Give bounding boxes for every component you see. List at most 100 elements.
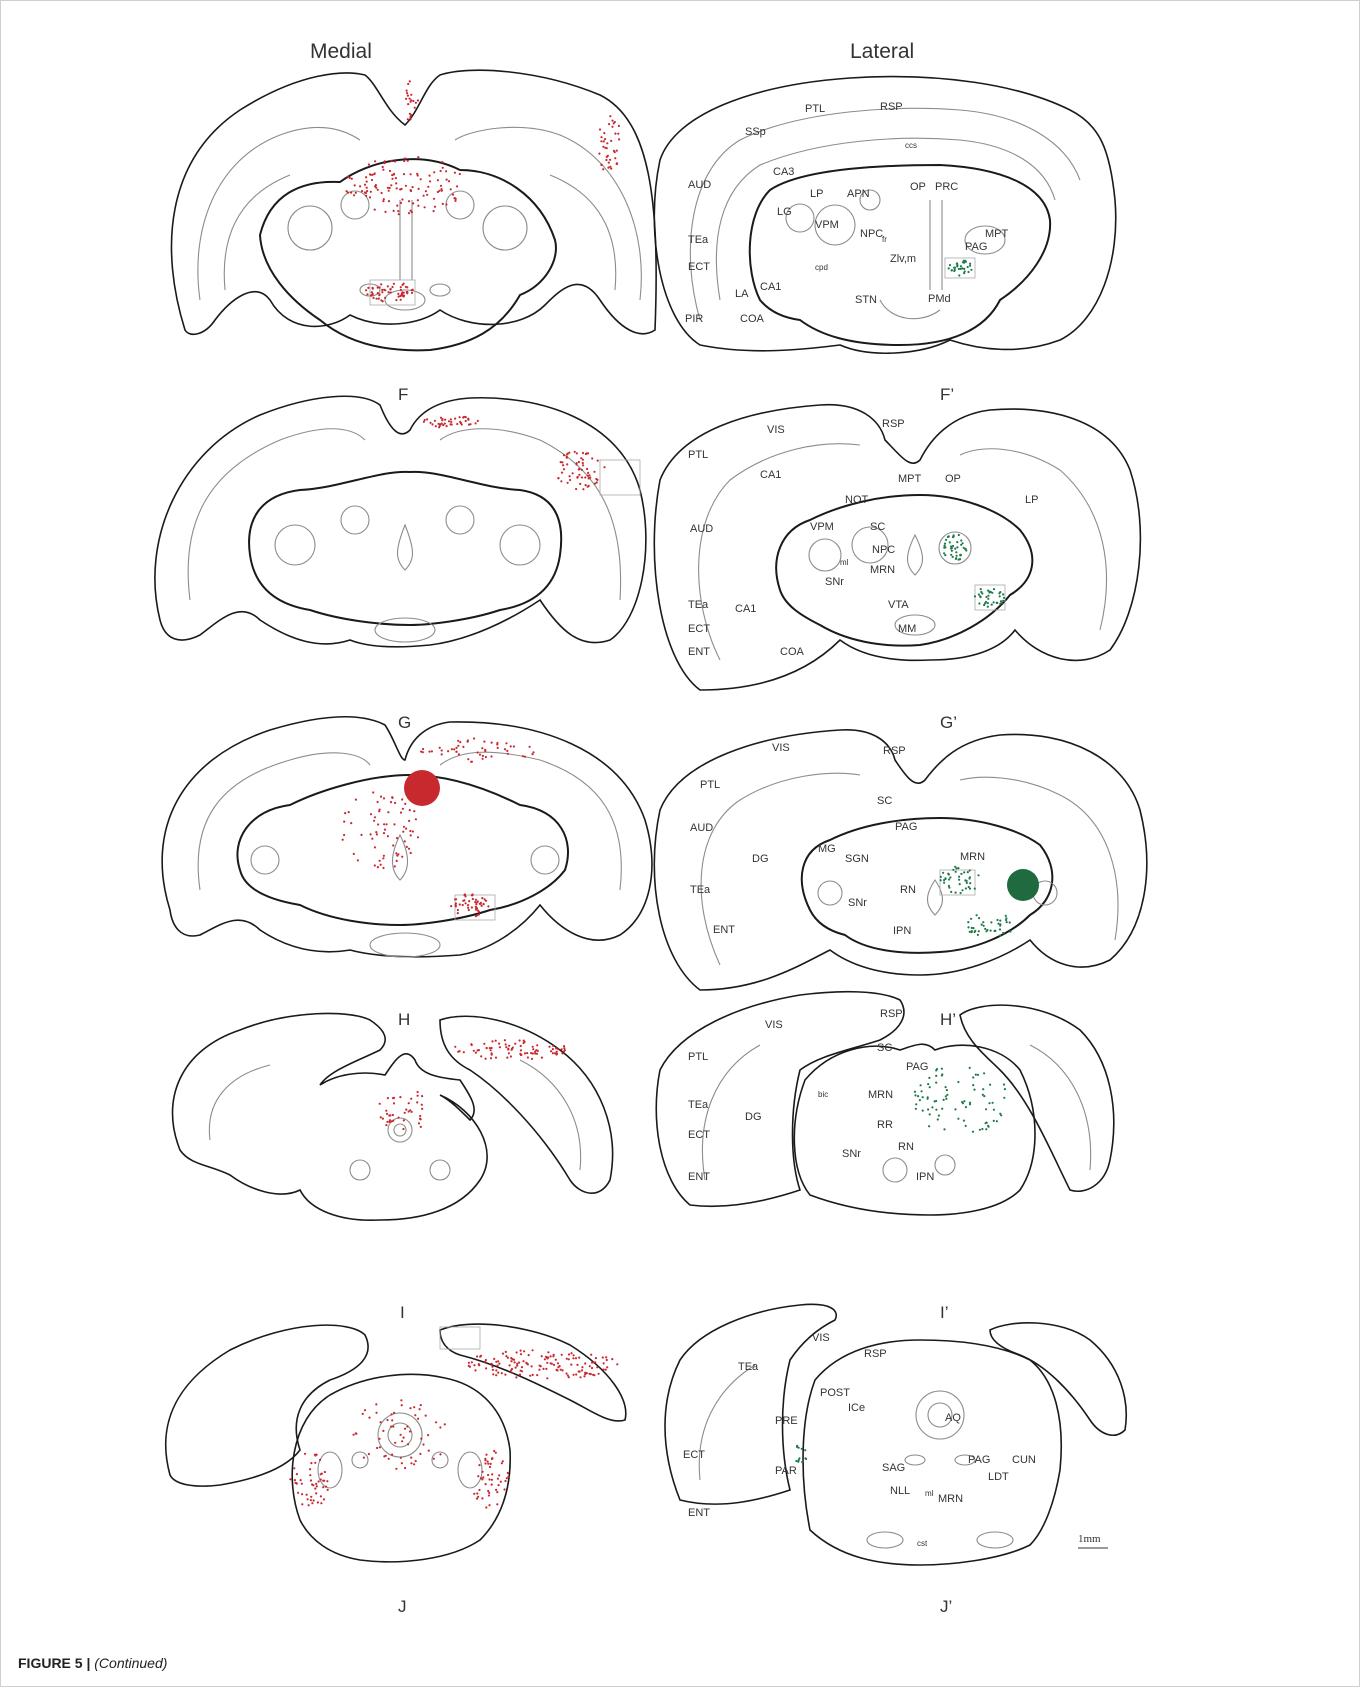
region-label: AUD — [688, 179, 711, 191]
labelled-cells-F-prime — [947, 259, 973, 277]
region-label: ml — [925, 1489, 934, 1498]
region-label: MRN — [938, 1493, 963, 1505]
labelled-cells-J-prime — [795, 1444, 808, 1464]
panel-label-H: H — [398, 1010, 411, 1029]
labelled-cells-H-prime — [939, 865, 1012, 937]
region-label: NLL — [890, 1485, 910, 1497]
region-label: bic — [818, 1090, 828, 1099]
region-label: PAG — [906, 1061, 928, 1073]
section-J-prime — [664, 1303, 1128, 1566]
injection-site-green — [1007, 869, 1039, 901]
region-label: ECT — [688, 261, 710, 273]
region-label: LG — [777, 206, 792, 218]
region-label: MRN — [960, 851, 985, 863]
panel-label-H-prime: H’ — [940, 1010, 957, 1029]
panel-label-J-prime: J’ — [940, 1597, 953, 1616]
section-F — [170, 69, 657, 352]
region-label: VIS — [772, 742, 790, 754]
region-label: MG — [818, 843, 836, 855]
region-label: TEa — [688, 234, 709, 246]
region-labels-J-prime: VIS RSP TEa POST ICe PRE AQ ECT PAG CUN SAG PAR LDT N… — [683, 1332, 1036, 1548]
region-label: LP — [810, 188, 823, 200]
region-label: DG — [745, 1111, 762, 1123]
region-label: TEa — [738, 1361, 759, 1373]
region-label: Zlv,m — [890, 253, 916, 265]
region-label: CA1 — [760, 281, 781, 293]
column-heading-medial: Medial — [310, 40, 372, 63]
region-label: PAG — [968, 1454, 990, 1466]
region-label: PTL — [688, 449, 708, 461]
region-label: IPN — [916, 1171, 934, 1183]
region-label: TEa — [690, 884, 711, 896]
region-label: VIS — [765, 1019, 783, 1031]
region-label: RSP — [883, 745, 906, 757]
region-label: PAG — [895, 821, 917, 833]
panel-label-I: I — [400, 1303, 405, 1322]
region-label: PTL — [700, 779, 720, 791]
region-label: APN — [847, 188, 870, 200]
region-label: fr — [882, 235, 887, 244]
region-label: RSP — [880, 101, 903, 113]
panel-label-F-prime: F’ — [940, 385, 955, 404]
region-label: ECT — [683, 1449, 705, 1461]
region-label: ECT — [688, 1129, 710, 1141]
region-label: SC — [870, 521, 885, 533]
region-label: ENT — [688, 646, 710, 658]
region-label: ccs — [905, 141, 917, 150]
region-labels-H-prime: VIS RSP PTL SC AUD PAG MG SGN DG MRN TEa RN SNr IPN EN… — [690, 742, 985, 937]
region-label: OP — [945, 473, 961, 485]
caption-continued: (Continued) — [94, 1655, 168, 1671]
region-label: VPM — [810, 521, 834, 533]
region-label: LDT — [988, 1471, 1009, 1483]
region-labels-G-prime: VIS RSP PTL CA1 MPT OP NOT LP AUD SC VPM NPC ml MRN SN… — [688, 418, 1038, 658]
labelled-cells-I-prime — [913, 1066, 1007, 1133]
region-label: PAG — [965, 241, 987, 253]
region-label: SAG — [882, 1462, 905, 1474]
region-label: PTL — [688, 1051, 708, 1063]
region-label: POST — [820, 1387, 850, 1399]
region-label: ENT — [688, 1507, 710, 1519]
region-label: SNr — [825, 576, 844, 588]
section-I-prime — [655, 990, 1115, 1216]
panel-label-F: F — [398, 385, 409, 404]
section-F-prime — [653, 75, 1117, 354]
region-label: SC — [877, 795, 892, 807]
region-label: VTA — [888, 599, 909, 611]
section-G — [154, 395, 647, 648]
region-label: AQ — [945, 1412, 961, 1424]
figure-caption: FIGURE 5 | (Continued) — [18, 1655, 167, 1671]
region-label: PRE — [775, 1415, 798, 1427]
region-label: LA — [735, 288, 749, 300]
region-label: TEa — [688, 599, 709, 611]
section-H-prime — [653, 729, 1148, 991]
labelled-cells-J — [289, 1349, 619, 1509]
panel-label-G: G — [398, 713, 412, 732]
region-label: ENT — [713, 924, 735, 936]
region-label: NOT — [845, 494, 869, 506]
region-label: CA1 — [760, 469, 781, 481]
region-label: OP — [910, 181, 926, 193]
column-heading-lateral: Lateral — [850, 40, 915, 63]
region-label: SSp — [745, 126, 766, 138]
region-label: NPC — [860, 228, 883, 240]
region-label: MRN — [870, 564, 895, 576]
region-label: NPC — [872, 544, 895, 556]
region-label: DG — [752, 853, 769, 865]
region-labels-F-prime: PTL RSP SSp ccs AUD CA3 LP APN OP PRC LG VPM NPC MPT T… — [685, 101, 1009, 325]
injection-site-red — [404, 770, 440, 806]
region-label: IPN — [893, 925, 911, 937]
region-label: ICe — [848, 1402, 865, 1414]
region-label: LP — [1025, 494, 1038, 506]
region-label: SNr — [848, 897, 867, 909]
labelled-cells-G-prime — [943, 533, 1006, 608]
labelled-cells-G — [422, 415, 606, 491]
region-label: RN — [900, 884, 916, 896]
panel-label-I-prime: I’ — [940, 1303, 949, 1322]
region-label: ENT — [688, 1171, 710, 1183]
region-label: RN — [898, 1141, 914, 1153]
region-label: AUD — [690, 523, 713, 535]
region-label: ml — [840, 558, 849, 567]
region-label: MPT — [898, 473, 922, 485]
